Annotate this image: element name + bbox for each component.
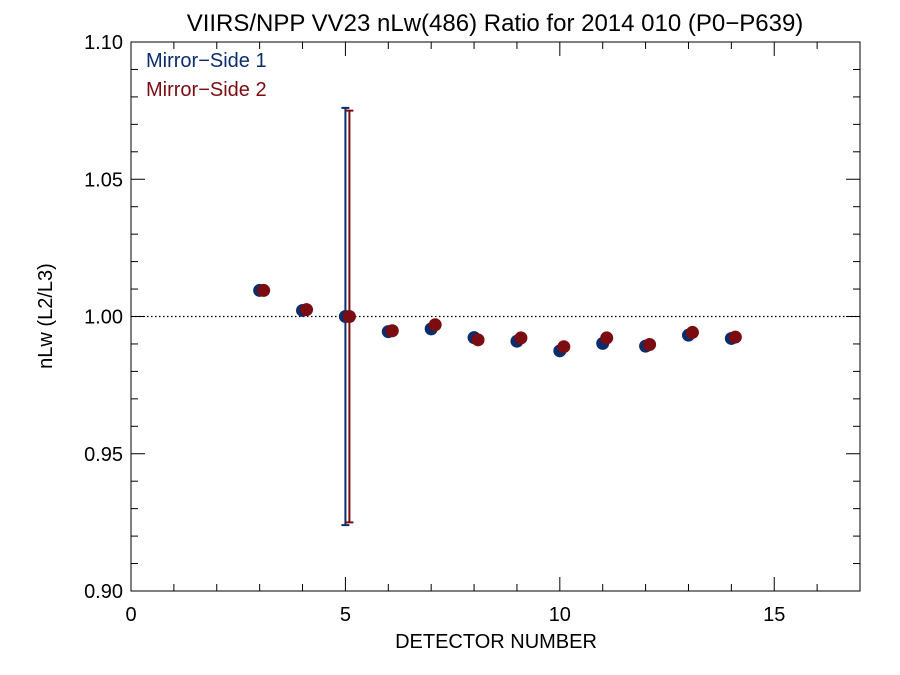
y-axis-label: nLw (L2/L3) xyxy=(35,263,57,369)
data-point xyxy=(257,283,271,297)
legend-entry-mirror-side-1: Mirror−Side 1 xyxy=(146,50,267,72)
y-tick-label: 1.00 xyxy=(84,307,123,329)
chart-title: VIIRS/NPP VV23 nLw(486) Ratio for 2014 0… xyxy=(187,10,804,37)
y-tick-label: 1.10 xyxy=(84,32,123,54)
x-tick-label: 0 xyxy=(125,604,136,626)
data-point xyxy=(600,331,614,345)
legend: Mirror−Side 1 Mirror−Side 2 xyxy=(146,50,267,101)
data-point xyxy=(342,310,356,323)
data-point xyxy=(471,333,485,347)
x-tick-label: 10 xyxy=(549,604,571,626)
data-point xyxy=(685,325,699,339)
x-tick-label: 15 xyxy=(763,604,785,626)
data-point xyxy=(428,318,442,332)
y-tick-label: 1.05 xyxy=(84,169,123,191)
data-point xyxy=(557,340,571,354)
data-point xyxy=(514,331,528,345)
y-tick-label: 0.90 xyxy=(84,581,123,603)
data-point xyxy=(300,303,314,317)
data-point xyxy=(385,324,399,338)
legend-entry-mirror-side-2: Mirror−Side 2 xyxy=(146,79,267,101)
x-tick-label: 5 xyxy=(340,604,351,626)
x-axis-label: DETECTOR NUMBER xyxy=(395,631,597,653)
y-tick-label: 0.95 xyxy=(84,444,123,466)
data-point xyxy=(643,337,657,351)
data-point xyxy=(728,330,742,344)
